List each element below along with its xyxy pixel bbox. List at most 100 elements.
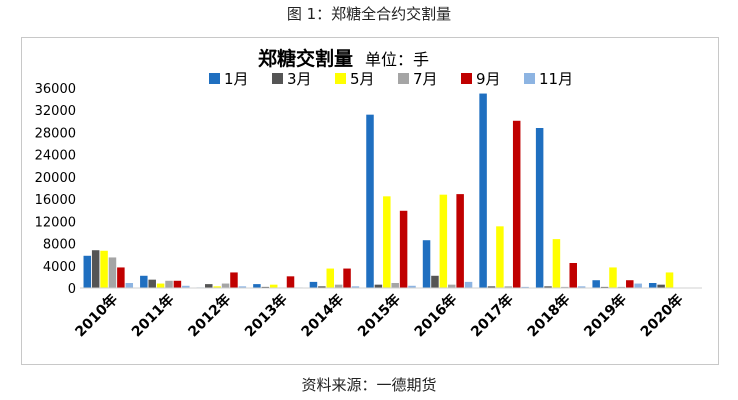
bar: [261, 286, 270, 288]
bar: [496, 226, 504, 288]
bar: [83, 255, 92, 288]
legend-label: 7月: [413, 70, 438, 88]
bar: [464, 281, 473, 288]
legend-label: 11月: [539, 70, 573, 88]
bar: [648, 283, 657, 288]
bar: [140, 275, 148, 288]
x-tick-label: 2013年: [241, 291, 290, 340]
y-axis: 0 4000 8000 12000 16000 20000 24000 28000 32000 3…: [35, 82, 76, 297]
bar: [318, 286, 326, 288]
bars: [83, 93, 674, 289]
x-tick-label: 2012年: [185, 291, 234, 340]
y-tick-label: 0: [68, 282, 76, 297]
bar: [544, 286, 552, 288]
y-tick-label: 8000: [43, 238, 76, 253]
bar: [334, 284, 343, 288]
x-tick-label: 2011年: [128, 291, 177, 340]
legend-swatch: [335, 73, 346, 84]
x-tick-label: 2014年: [298, 291, 347, 340]
legend: 1月 3月 5月 7月 9月 11月: [209, 70, 573, 88]
bar: [286, 276, 295, 288]
bar: [504, 286, 513, 288]
x-tick-label: 2017年: [467, 291, 516, 340]
bar: [408, 285, 416, 288]
bar: [592, 280, 600, 288]
legend-swatch: [398, 73, 409, 84]
bar: [374, 284, 383, 288]
legend-label: 5月: [350, 70, 375, 88]
legend-swatch: [209, 73, 220, 84]
bar: [391, 283, 399, 288]
bar: [552, 239, 561, 288]
y-tick-label: 24000: [35, 149, 76, 164]
bar: [447, 284, 456, 288]
bar: [173, 280, 182, 288]
bar: [422, 240, 431, 288]
bar: [431, 275, 439, 288]
y-tick-label: 32000: [35, 104, 76, 119]
legend-label: 1月: [224, 70, 249, 88]
bar: [626, 280, 634, 288]
bar: [487, 286, 496, 288]
source-note: 资料来源：一德期货: [301, 376, 437, 394]
bar: [213, 286, 221, 288]
bar: [366, 114, 374, 289]
bar: [600, 286, 609, 288]
bar: [609, 267, 617, 288]
bar: [561, 286, 569, 288]
bar: [456, 194, 464, 288]
bar: [117, 267, 125, 288]
bar: [665, 272, 674, 288]
bar: [108, 257, 117, 288]
bar: [657, 284, 665, 288]
y-tick-label: 12000: [35, 215, 76, 230]
bar: [569, 263, 577, 288]
bar: [156, 283, 165, 288]
bar: [238, 286, 247, 288]
legend-swatch: [461, 73, 472, 84]
bar: [343, 268, 351, 288]
x-tick-label: 2020年: [637, 291, 686, 340]
y-tick-label: 28000: [35, 126, 76, 141]
figure-title: 图 1：郑糖全合约交割量: [286, 5, 452, 23]
x-tick-label: 2015年: [354, 291, 403, 340]
bar: [309, 281, 318, 288]
bar: [221, 283, 230, 288]
bar: [439, 194, 448, 288]
bar: [230, 272, 238, 288]
y-tick-label: 20000: [35, 171, 76, 186]
bar: [399, 210, 408, 288]
bar-chart: 郑糖交割量 单位：手 1月 3月 5月 7月 9月 11月 0 4000 8000 12000 1…: [35, 47, 702, 340]
legend-label: 3月: [287, 70, 312, 88]
bar: [182, 285, 190, 288]
bar: [479, 93, 487, 288]
chart-frame: 郑糖交割量 单位：手 1月 3月 5月 7月 9月 11月 0 4000 8000 12000 1…: [21, 37, 719, 365]
bar: [351, 286, 360, 288]
bar: [634, 283, 642, 288]
x-axis: 2010年 2011年 2012年 2013年 2014年 2015年 2016年 2017年…: [72, 287, 702, 340]
bar: [125, 283, 134, 288]
x-tick-label: 2019年: [581, 291, 630, 340]
bar: [535, 128, 544, 288]
x-tick-label: 2010年: [72, 291, 121, 340]
bar: [326, 268, 335, 288]
bar: [91, 250, 100, 288]
chart-unit: 单位：手: [365, 50, 429, 69]
bar: [148, 279, 156, 288]
chart-title: 郑糖交割量: [258, 47, 353, 70]
bar: [253, 284, 261, 288]
bar: [165, 280, 173, 288]
x-tick-label: 2018年: [524, 291, 573, 340]
y-tick-label: 4000: [43, 260, 76, 275]
bar: [521, 286, 529, 288]
legend-label: 9月: [476, 70, 501, 88]
bar: [617, 286, 626, 288]
bar: [577, 286, 586, 288]
bar: [100, 250, 108, 288]
y-tick-label: 36000: [35, 82, 76, 97]
y-tick-label: 16000: [35, 193, 76, 208]
bar: [269, 284, 278, 288]
legend-swatch: [524, 73, 535, 84]
bar: [383, 196, 391, 288]
legend-swatch: [272, 73, 283, 84]
